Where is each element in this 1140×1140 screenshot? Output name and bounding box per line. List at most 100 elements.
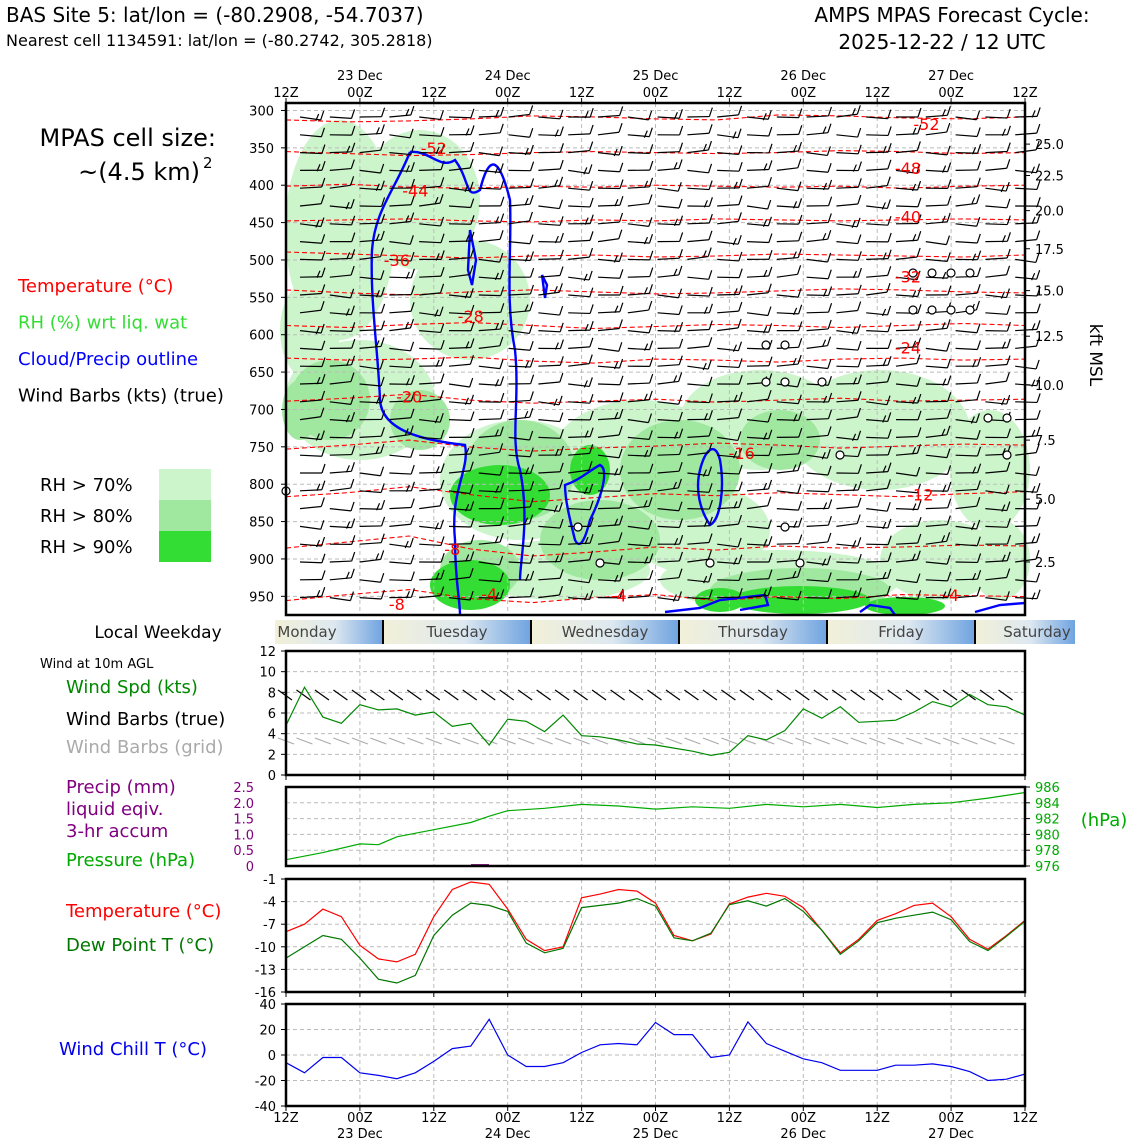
upper-air-wind-barb bbox=[627, 497, 653, 510]
barb-feather bbox=[887, 412, 892, 422]
surface-wind-barb bbox=[887, 689, 903, 701]
barb-feather bbox=[320, 110, 325, 121]
upper-air-wind-barb bbox=[448, 568, 474, 581]
y-tick-label: 8 bbox=[268, 686, 276, 701]
barb-shaft bbox=[568, 363, 590, 367]
upper-air-wind-barb bbox=[985, 181, 1010, 193]
barb-feather bbox=[558, 283, 563, 293]
barb-shaft bbox=[985, 363, 1008, 367]
upper-air-wind-barb bbox=[866, 372, 892, 385]
barb-feather bbox=[469, 158, 474, 169]
upper-air-wind-barb bbox=[597, 358, 624, 370]
barb-shaft bbox=[538, 419, 560, 423]
barb-feather bbox=[589, 517, 594, 527]
barb-feather bbox=[618, 252, 623, 262]
upper-air-wind-barb bbox=[627, 446, 654, 458]
barb-shaft bbox=[299, 258, 322, 261]
barb-shaft bbox=[895, 133, 918, 136]
pressure-tick-label: 300 bbox=[249, 104, 274, 119]
barb-shaft bbox=[895, 346, 918, 349]
upper-air-wind-barb bbox=[419, 216, 445, 227]
barb-shaft bbox=[955, 505, 977, 510]
upper-air-wind-barb bbox=[329, 478, 355, 492]
barb-feather bbox=[440, 463, 445, 473]
barb-shaft bbox=[359, 365, 381, 370]
upper-air-wind-barb bbox=[299, 340, 326, 351]
barb-feather bbox=[350, 478, 355, 489]
barb-feather bbox=[826, 555, 832, 565]
barb-feather bbox=[321, 340, 326, 350]
upper-air-wind-barb bbox=[776, 590, 802, 601]
upper-air-wind-barb bbox=[746, 126, 773, 137]
barb-feather bbox=[738, 301, 743, 312]
upper-air-wind-barb bbox=[806, 106, 833, 118]
upper-air-wind-barb bbox=[955, 373, 982, 385]
upper-air-wind-barb bbox=[627, 586, 654, 599]
barb-shaft bbox=[687, 435, 710, 438]
upper-air-wind-barb bbox=[806, 229, 832, 243]
barb-shaft bbox=[538, 185, 560, 189]
barb-shaft bbox=[925, 131, 947, 136]
upper-air-wind-barb bbox=[925, 145, 951, 156]
upper-air-wind-barb bbox=[985, 338, 1011, 350]
barb-shaft bbox=[717, 152, 739, 156]
barb-feather bbox=[827, 269, 832, 279]
upper-air-wind-barb bbox=[508, 211, 533, 225]
barb-feather bbox=[559, 356, 564, 366]
barb-feather bbox=[886, 176, 891, 186]
grid-wind-barb bbox=[425, 737, 443, 745]
barb-feather bbox=[942, 378, 947, 386]
barb-feather bbox=[410, 285, 415, 295]
barb-shaft bbox=[985, 347, 1008, 349]
barb-feather bbox=[768, 446, 773, 456]
windchill-legend: Wind Chill T (°C) bbox=[59, 1039, 207, 1060]
upper-air-wind-barb bbox=[717, 481, 743, 492]
barb-shaft bbox=[687, 169, 709, 174]
barb-feather bbox=[643, 500, 648, 508]
upper-air-wind-barb bbox=[359, 443, 385, 456]
upper-air-wind-barb bbox=[389, 554, 415, 565]
upper-air-wind-barb bbox=[448, 501, 475, 512]
temperature-contour bbox=[285, 535, 1026, 557]
surface-wind-barb bbox=[499, 689, 515, 701]
barb-shaft bbox=[508, 399, 531, 403]
barb-shaft bbox=[776, 508, 799, 511]
barb-feather bbox=[410, 302, 415, 312]
temperature-contour-label: -4 bbox=[611, 587, 627, 606]
upper-air-wind-barb bbox=[478, 319, 505, 332]
barb-feather bbox=[821, 558, 827, 566]
barb-shaft bbox=[627, 202, 650, 207]
barb-shaft bbox=[836, 595, 859, 599]
barb-feather bbox=[792, 357, 797, 366]
upper-air-wind-barb bbox=[568, 107, 594, 119]
upper-air-wind-barb bbox=[538, 502, 563, 513]
barb-feather bbox=[558, 585, 564, 596]
barb-shaft bbox=[359, 256, 381, 260]
barb-feather bbox=[350, 462, 355, 472]
barb-feather bbox=[470, 428, 475, 438]
barb-feather bbox=[1001, 341, 1006, 350]
upper-air-wind-barb bbox=[657, 182, 682, 192]
barb-shaft bbox=[478, 152, 500, 157]
upper-air-wind-barb bbox=[508, 284, 535, 296]
upper-air-wind-barb bbox=[419, 250, 445, 261]
upper-air-wind-barb bbox=[329, 215, 356, 226]
upper-air-wind-barb bbox=[568, 444, 594, 456]
upper-air-wind-barb bbox=[329, 265, 355, 278]
upper-air-wind-barb bbox=[776, 108, 803, 119]
barb-feather bbox=[972, 359, 977, 368]
barb-feather bbox=[826, 336, 832, 346]
barb-feather bbox=[732, 344, 738, 352]
grid-wind-barb bbox=[739, 737, 757, 745]
barb-shaft bbox=[866, 205, 888, 210]
barb-feather bbox=[351, 535, 356, 545]
grid-wind-barb bbox=[924, 737, 941, 745]
upper-air-wind-barb bbox=[389, 375, 415, 386]
barb-feather bbox=[970, 416, 975, 424]
barb-feather bbox=[559, 109, 564, 120]
barb-shaft bbox=[597, 540, 620, 545]
kft-tick-label: 7.5 bbox=[1035, 434, 1056, 449]
barb-shaft bbox=[776, 453, 799, 456]
barb-feather bbox=[946, 341, 951, 352]
barb-shaft bbox=[717, 579, 740, 582]
